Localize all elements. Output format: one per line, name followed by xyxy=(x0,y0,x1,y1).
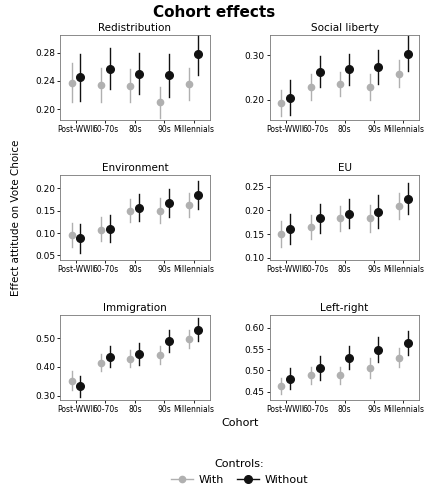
Title: Immigration: Immigration xyxy=(103,303,166,313)
Title: Redistribution: Redistribution xyxy=(98,23,171,33)
Title: Social liberty: Social liberty xyxy=(311,23,378,33)
Text: Cohort effects: Cohort effects xyxy=(153,5,275,20)
Text: Cohort: Cohort xyxy=(221,418,259,428)
Text: Effect attitude on Vote Choice: Effect attitude on Vote Choice xyxy=(11,140,21,296)
Legend: With, Without: With, Without xyxy=(166,455,313,490)
Title: Environment: Environment xyxy=(101,163,168,173)
Title: Left-right: Left-right xyxy=(321,303,369,313)
Title: EU: EU xyxy=(338,163,351,173)
